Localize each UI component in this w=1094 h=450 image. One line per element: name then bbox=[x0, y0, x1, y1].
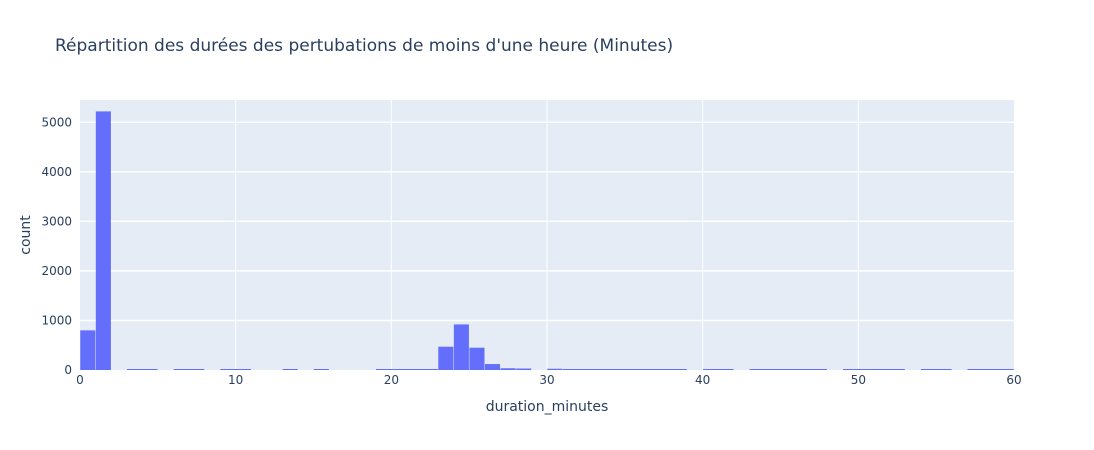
histogram-bar bbox=[80, 330, 96, 370]
histogram-bar bbox=[967, 369, 1014, 370]
x-tick-label: 40 bbox=[695, 373, 710, 387]
y-tick-label: 0 bbox=[64, 363, 72, 377]
x-tick-label: 0 bbox=[76, 373, 84, 387]
histogram-bar bbox=[95, 111, 111, 370]
histogram-bar bbox=[453, 324, 469, 370]
histogram-bar bbox=[843, 369, 905, 370]
x-tick-label: 60 bbox=[1006, 373, 1021, 387]
y-tick-label: 2000 bbox=[41, 264, 72, 278]
x-tick-label: 30 bbox=[539, 373, 554, 387]
x-axis-ticks: 0 10 20 30 40 50 60 bbox=[76, 373, 1021, 387]
histogram-bar bbox=[920, 369, 952, 370]
gridlines bbox=[80, 100, 1014, 370]
histogram-bar bbox=[173, 369, 205, 370]
x-axis-title: duration_minutes bbox=[486, 399, 609, 415]
histogram-bar bbox=[516, 368, 532, 370]
histogram-bar bbox=[282, 369, 298, 370]
x-tick-label: 10 bbox=[228, 373, 243, 387]
histogram-bar bbox=[126, 369, 158, 370]
chart-title: Répartition des durées des pertubations … bbox=[55, 36, 673, 56]
histogram-bar bbox=[484, 364, 501, 370]
histogram-bar bbox=[376, 369, 438, 370]
bars bbox=[80, 111, 1014, 370]
histogram-bar bbox=[562, 369, 687, 370]
histogram-bar bbox=[220, 369, 251, 370]
y-axis-ticks: 0 1000 2000 3000 4000 5000 bbox=[41, 115, 72, 377]
x-tick-label: 50 bbox=[851, 373, 866, 387]
y-tick-label: 3000 bbox=[41, 214, 72, 228]
histogram-bar bbox=[702, 369, 734, 370]
y-axis-title: count bbox=[18, 215, 34, 255]
histogram-bar bbox=[500, 368, 516, 370]
y-tick-label: 4000 bbox=[41, 165, 72, 179]
histogram-bar bbox=[313, 369, 329, 370]
y-tick-label: 5000 bbox=[41, 115, 72, 129]
histogram-bar bbox=[469, 347, 485, 370]
y-tick-label: 1000 bbox=[41, 313, 72, 327]
histogram-bar bbox=[749, 369, 827, 370]
histogram-bar bbox=[438, 346, 454, 370]
histogram-bar bbox=[547, 368, 563, 370]
x-tick-label: 20 bbox=[384, 373, 399, 387]
